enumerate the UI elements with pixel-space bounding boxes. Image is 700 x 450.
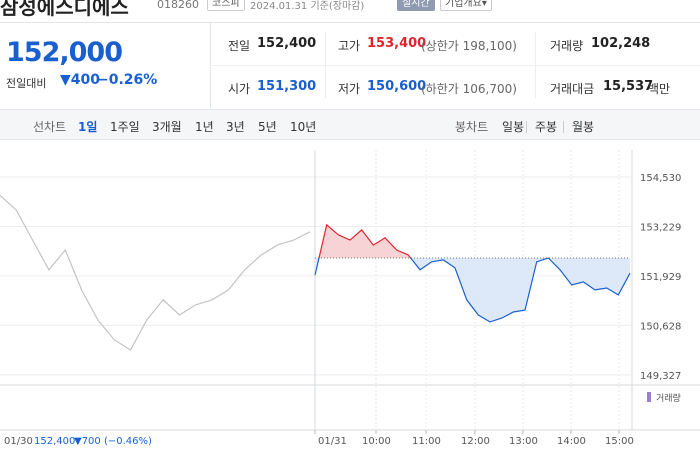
upper-limit: (상한가 198,100) <box>421 39 517 53</box>
low-label: 저가 <box>338 82 361 96</box>
volume-legend-swatch <box>647 392 651 402</box>
period-tab[interactable]: 1주일 <box>110 120 140 134</box>
candle-tab[interactable]: 주봉 <box>535 120 558 134</box>
prev: 152,400 <box>257 36 317 51</box>
price-panel <box>0 22 700 110</box>
company-badge[interactable]: 기업개요▾ <box>440 0 492 11</box>
low: 150,600 <box>367 79 427 94</box>
footer-price: 152,400 <box>34 436 75 447</box>
tab-bar <box>0 110 700 140</box>
line-chart-label: 선차트 <box>33 120 67 134</box>
stock-code: 018260 <box>157 0 199 11</box>
amount-label: 거래대금 <box>550 82 595 96</box>
change-label: 전일대비 <box>6 77 47 90</box>
stock-name: 삼성에스디에스 <box>0 0 129 19</box>
period-tab[interactable]: 3년 <box>226 120 245 134</box>
period-tab[interactable]: 3개월 <box>152 120 182 134</box>
footer-change: ▼700 (−0.46%) <box>74 436 152 447</box>
candle-chart-label: 봉차트 <box>455 120 489 134</box>
lower-limit: (하한가 106,700) <box>421 82 517 96</box>
footer-date: 01/30 <box>4 436 33 447</box>
market-badge: 코스피 <box>207 0 245 11</box>
separator <box>526 121 527 133</box>
company-text: 기업개요 <box>445 0 482 9</box>
candle-tab[interactable]: 월봉 <box>572 120 595 134</box>
change: ▼400 <box>60 72 100 88</box>
period-tab[interactable]: 1년 <box>195 120 214 134</box>
x-tick-label: 11:00 <box>412 436 441 447</box>
realtime-badge[interactable]: 실시간 <box>397 0 435 11</box>
current-price: 152,000 <box>6 37 123 68</box>
x-tick-label: 10:00 <box>362 436 391 447</box>
date: 2024.01.31 기준(장마감) <box>250 0 364 12</box>
prev-label: 전일 <box>228 39 251 53</box>
change-pct: −0.26% <box>97 72 158 88</box>
open: 151,300 <box>257 79 317 94</box>
y-tick-label: 150,628 <box>640 321 681 332</box>
date-text: 2024.01.31 <box>250 1 308 12</box>
x-tick-label: 15:00 <box>605 436 634 447</box>
high-label: 고가 <box>338 39 361 53</box>
y-tick-label: 154,530 <box>640 173 681 184</box>
candle-tab[interactable]: 일봉 <box>502 120 525 134</box>
period-tab[interactable]: 10년 <box>290 120 317 134</box>
price-line <box>314 223 631 323</box>
x-tick-label: 12:00 <box>461 436 490 447</box>
x-tick-label: 13:00 <box>509 436 538 447</box>
basis: 기준(장마감) <box>310 1 365 12</box>
high: 153,400 <box>367 36 427 51</box>
divider <box>535 32 536 98</box>
y-tick-label: 151,929 <box>640 272 681 283</box>
x-tick-label: 14:00 <box>557 436 586 447</box>
x-tick-label: 01/31 <box>318 436 347 447</box>
separator <box>563 121 564 133</box>
volume: 102,248 <box>591 36 651 51</box>
price-line <box>0 194 311 351</box>
period-tab[interactable]: 1일 <box>78 120 98 134</box>
volume-label: 거래량 <box>656 392 681 404</box>
area <box>315 224 630 322</box>
volume-label: 거래량 <box>550 39 584 53</box>
period-tab[interactable]: 5년 <box>258 120 277 134</box>
y-tick-label: 149,327 <box>640 371 681 382</box>
amount-unit: 백만 <box>648 82 671 96</box>
open-label: 시가 <box>228 82 251 96</box>
amount: 15,537 <box>603 79 654 94</box>
divider <box>210 65 700 66</box>
divider <box>325 32 326 98</box>
y-tick-label: 153,229 <box>640 222 681 233</box>
